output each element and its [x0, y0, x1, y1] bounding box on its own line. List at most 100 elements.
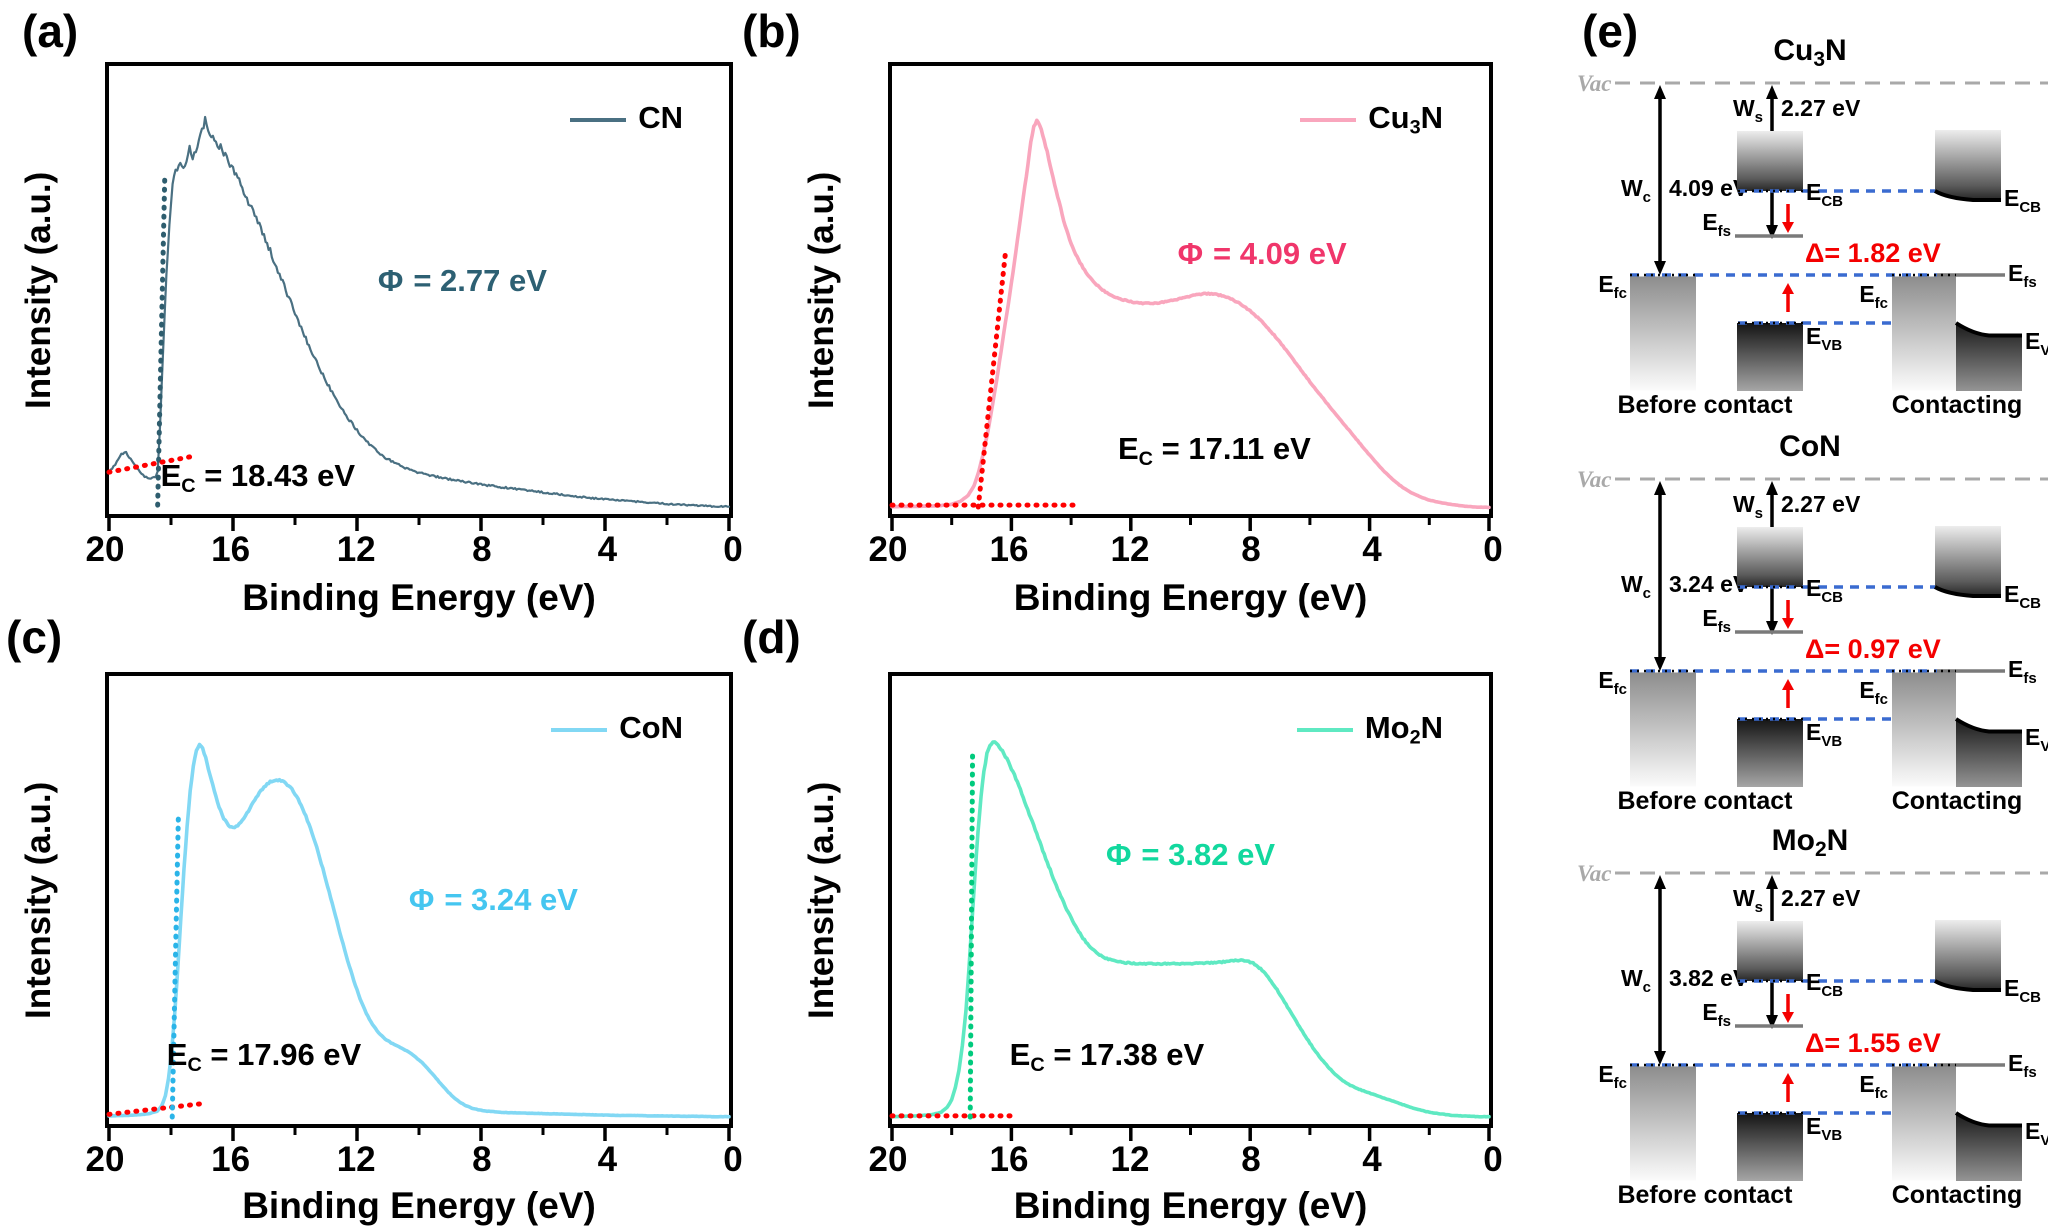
x-ticks-d: 20 16 12 8 4 0 [869, 1140, 1503, 1182]
efs-label: Efs [1702, 209, 1731, 240]
evb-label: EVB [1806, 719, 1842, 750]
svg-text:Wc: Wc [1621, 965, 1651, 996]
tick-label: 20 [868, 530, 908, 569]
work-function-catalyst-arrow: Wc 3.24 eV [1621, 481, 1749, 671]
cutoff-annotation-d: EC = 17.38 eV [1009, 1037, 1205, 1076]
fermi-shift-down-arrow [1782, 994, 1794, 1023]
spectrum-curve-Cu3N [890, 118, 1491, 510]
efs-label: Efs [1702, 999, 1731, 1030]
catalyst-block-contacting [1892, 672, 1956, 787]
tick-label: 0 [723, 1140, 743, 1179]
plot-d-mo2n: Mo2N Φ = 3.82 eV EC = 17.38 eV [888, 672, 1493, 1141]
efs-right-label: Efs [2008, 656, 2037, 687]
cutoff-extrapolation-dotted-line [975, 250, 1008, 510]
svg-text:Wc: Wc [1621, 571, 1651, 602]
ecb-right-label: ECB [2004, 185, 2041, 216]
legend-label-cu3n: Cu3N [1368, 100, 1443, 139]
tick-label: 4 [597, 1140, 618, 1179]
svg-text:Ws: Ws [1733, 95, 1763, 126]
svg-text:3.82 eV: 3.82 eV [1669, 965, 1749, 991]
contacting-caption: Contacting [1892, 391, 2023, 419]
work-function-semiconductor-arrow: Ws 2.27 eV [1733, 481, 1861, 635]
fermi-shift-down-arrow [1782, 204, 1794, 233]
x-axis-title-d: Binding Energy (eV) [1013, 1185, 1368, 1226]
evb-right-label: EVB [2025, 724, 2048, 755]
tick-label: 4 [1362, 530, 1382, 569]
work-function-semiconductor-arrow: Ws 2.27 eV [1733, 875, 1861, 1029]
y-axis-title-d: Intensity (a.u.) [802, 781, 841, 1019]
tick-label: 0 [723, 530, 743, 569]
before-contact-caption: Before contact [1617, 1181, 1793, 1209]
plot-c-canvas [106, 742, 731, 1141]
ecb-bending-edge [1933, 979, 2001, 992]
tick-label: 12 [1110, 1140, 1150, 1179]
tick-label: 8 [1241, 1140, 1261, 1179]
phi-annotation-c: Φ = 3.24 eV [408, 882, 578, 917]
cutoff-annotation-c: EC = 17.96 eV [166, 1037, 362, 1076]
tick-label: 16 [989, 530, 1029, 569]
band-diagram-cu3n-svg: Vac Cu3N Wc 4.09 eV Ws 2.27 eV ECB Efs Δ… [1577, 34, 2048, 419]
conduction-band-block [1737, 131, 1803, 191]
fermi-shift-up-arrow [1782, 283, 1794, 312]
valence-band-block [1737, 1113, 1803, 1181]
tick-label: 4 [597, 530, 618, 569]
svg-text:2.27 eV: 2.27 eV [1781, 95, 1861, 121]
baseline-dotted-line [106, 1100, 207, 1117]
legend-d: Mo2N [1296, 710, 1443, 750]
plot-b-cu3n: Cu3N Φ = 4.09 eV EC = 17.11 eV [888, 62, 1493, 531]
legend-label-con: CoN [619, 710, 683, 745]
plot-a-cn: CN Φ = 2.77 eV EC = 18.43 eV [105, 62, 733, 531]
tick-label: 0 [1483, 530, 1503, 569]
ecb-bending-edge [1933, 585, 2001, 598]
panel-label-b: (b) [742, 5, 801, 57]
tick-label: 16 [989, 1140, 1029, 1179]
tick-label: 8 [1241, 530, 1261, 569]
cutoff-annotation-b: EC = 17.11 eV [1117, 431, 1311, 471]
work-function-catalyst-arrow: Wc 4.09 eV [1621, 85, 1749, 275]
tick-label: 4 [1362, 1140, 1382, 1179]
panel-label-c: (c) [6, 611, 63, 663]
band-diagram-con-svg: Vac CoN Wc 3.24 eV Ws 2.27 eV ECB Efs Δ=… [1577, 430, 2048, 815]
x-ticks-b: 20 16 12 8 4 0 [869, 530, 1503, 572]
legend-line-cn [570, 117, 627, 122]
tick-label: 20 [868, 1140, 908, 1179]
y-axis-title-a: Intensity (a.u.) [19, 171, 58, 409]
tick-label: 12 [336, 1140, 376, 1179]
efc-contact-label: Efc [1859, 281, 1888, 312]
efs-right-label: Efs [2008, 1050, 2037, 1081]
legend-line-mo2n [1296, 727, 1353, 732]
band-diagram-con: Vac CoN Wc 3.24 eV Ws 2.27 eV ECB Efs Δ=… [1575, 424, 2048, 819]
before-contact-caption: Before contact [1617, 787, 1793, 815]
tick-label: 16 [211, 530, 251, 569]
spectrum-curve-CN [107, 115, 731, 508]
spectrum-curve-CoN [107, 742, 731, 1119]
efc-left-label: Efc [1598, 1061, 1627, 1092]
band-diagram-mo2n: Vac Mo2N Wc 3.82 eV Ws 2.27 eV ECB Efs Δ… [1575, 818, 2048, 1213]
svg-text:4.09 eV: 4.09 eV [1669, 175, 1749, 201]
tick-label: 12 [1110, 530, 1150, 569]
svg-text:2.27 eV: 2.27 eV [1781, 491, 1861, 517]
evb-label: EVB [1806, 1113, 1842, 1144]
fermi-shift-up-arrow [1782, 679, 1794, 708]
x-ticks-a: 20 16 12 8 4 0 [86, 530, 743, 572]
x-axis-title-c: Binding Energy (eV) [242, 1185, 596, 1226]
vacuum-label: Vac [1577, 861, 1612, 886]
delta-annotation: Δ= 0.97 eV [1805, 634, 1941, 664]
y-axis-title-b: Intensity (a.u.) [802, 171, 841, 409]
conduction-band-block-contacting [1935, 920, 2001, 990]
legend-c: CoN [551, 710, 683, 750]
panel-label-a: (a) [22, 5, 79, 57]
ecb-bending-edge [1933, 189, 2001, 202]
efc-contact-label: Efc [1859, 1071, 1888, 1102]
evb-bending-edge [1954, 1111, 2022, 1128]
catalyst-block-contacting [1892, 1066, 1956, 1181]
plot-a-canvas [106, 115, 731, 531]
conduction-band-block [1737, 527, 1803, 587]
catalyst-block-contacting [1892, 276, 1956, 391]
phi-annotation-d: Φ = 3.82 eV [1105, 837, 1276, 873]
svg-text:Ws: Ws [1733, 885, 1763, 916]
spectrum-curve-Mo2N [890, 740, 1491, 1119]
evb-bending-edge [1954, 717, 2022, 734]
evb-label: EVB [1806, 323, 1842, 354]
svg-text:2.27 eV: 2.27 eV [1781, 885, 1861, 911]
